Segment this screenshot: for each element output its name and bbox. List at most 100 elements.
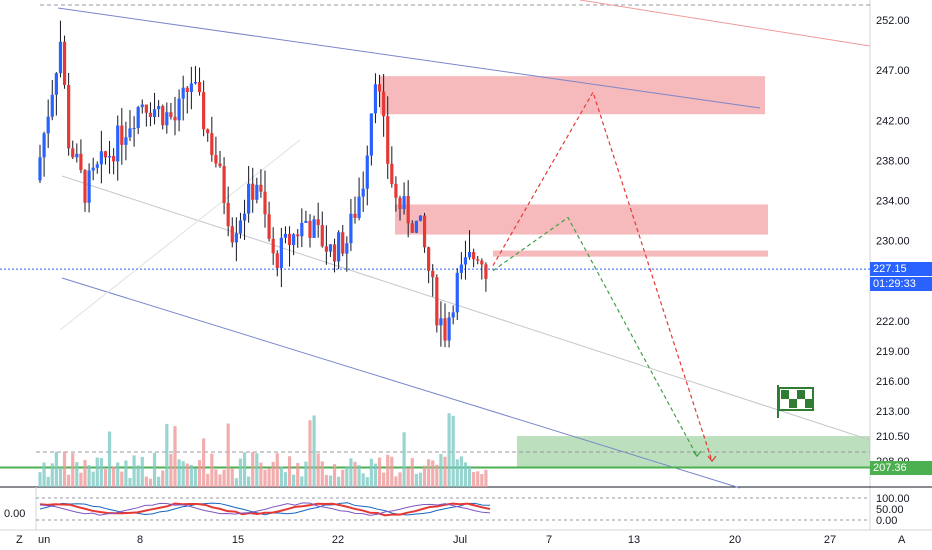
volume-bar: [422, 465, 427, 487]
osc-tick-label: 100.00: [876, 493, 910, 505]
candle-body: [316, 219, 320, 226]
volume-bar: [320, 461, 324, 487]
price-tick-label: 213.00: [876, 406, 910, 418]
candle-body: [222, 166, 226, 203]
osc-tick-label: 50.00: [876, 504, 904, 516]
candle-body: [79, 153, 83, 171]
volume-bar: [124, 460, 128, 487]
volume-bar: [455, 459, 459, 487]
volume-bar: [296, 463, 300, 487]
volume-bar: [214, 469, 218, 487]
volume-bar: [189, 464, 193, 487]
volume-bar: [128, 477, 132, 487]
candle-body: [337, 232, 341, 262]
volume-bar: [107, 431, 112, 487]
candle-body: [394, 183, 398, 198]
corner-label-right: A: [898, 534, 906, 546]
volume-bar: [328, 475, 333, 487]
candle-body: [140, 104, 144, 108]
candle-body: [83, 170, 87, 203]
volume-bar: [279, 466, 283, 487]
volume-bar: [259, 462, 263, 487]
volume-bar: [152, 452, 157, 487]
volume-bar: [157, 476, 161, 487]
volume-bar: [79, 472, 83, 487]
candle-body: [443, 318, 447, 341]
candle-body: [161, 106, 165, 126]
volume-bar: [238, 458, 243, 487]
candle-body: [120, 125, 124, 145]
candle-body: [328, 244, 333, 252]
volume-bar: [443, 456, 447, 487]
candle-body: [173, 116, 177, 121]
candle-body: [214, 155, 218, 164]
price-tick-label: 230.00: [876, 236, 910, 248]
candle-body: [144, 104, 148, 113]
candle-body: [406, 196, 410, 224]
volume-bar: [210, 453, 214, 487]
candle-body: [185, 87, 189, 92]
candle-body: [377, 84, 382, 92]
candle-body: [365, 155, 369, 189]
projection-arrow: [707, 455, 717, 463]
volume-bar: [431, 460, 435, 487]
volume-bar: [58, 467, 63, 487]
volume-bar: [136, 465, 140, 487]
volume-bar: [177, 459, 181, 487]
candle-body: [75, 153, 79, 158]
candle-body: [165, 112, 169, 126]
candle-body: [324, 246, 328, 252]
volume-bar: [373, 463, 378, 487]
volume-bar: [226, 423, 230, 487]
volume-bar: [140, 456, 144, 487]
volume-bar: [230, 468, 234, 487]
candle-body: [177, 98, 181, 121]
volume-bar: [467, 465, 472, 487]
volume-bar: [112, 466, 116, 487]
volume-bar: [292, 474, 296, 487]
volume-bar: [337, 476, 341, 487]
projection-path: [492, 90, 713, 462]
volume-bar: [369, 458, 373, 487]
candle-body: [263, 191, 267, 215]
channel-mid-line: [61, 175, 871, 441]
flag-check: [781, 390, 789, 399]
candle-body: [226, 202, 230, 227]
volume-bar: [234, 478, 238, 487]
volume-bar: [62, 451, 67, 487]
candle-body: [459, 264, 463, 273]
candle-body: [259, 184, 263, 192]
current-price-tag: 227.15: [870, 262, 932, 277]
price-tick-label: 219.00: [876, 346, 910, 358]
candle-body: [132, 127, 136, 129]
candle-body: [447, 317, 451, 341]
volume-bar: [75, 462, 79, 487]
volume-bar: [316, 453, 320, 487]
fib-line: [59, 139, 301, 331]
volume-bar: [87, 465, 91, 487]
volume-bar: [304, 461, 308, 487]
candles-group: [38, 20, 488, 487]
volume-bar: [459, 456, 463, 487]
oscillator-line: [39, 502, 491, 516]
candle-body: [484, 264, 488, 279]
volume-bar: [132, 455, 136, 487]
flag-check: [789, 399, 797, 408]
candle-body: [152, 109, 157, 117]
candle-body: [414, 220, 418, 233]
volume-bar: [120, 471, 124, 487]
candle-body: [275, 253, 279, 269]
candle-body: [369, 113, 373, 156]
corner-label-left: Z: [16, 534, 23, 546]
candle-body: [181, 87, 185, 99]
volume-bar: [332, 464, 337, 487]
candle-body: [271, 238, 275, 254]
price-tick-label: 210.50: [876, 431, 910, 443]
candle-body: [247, 183, 251, 214]
candle-body: [148, 112, 153, 117]
volume-bar: [99, 458, 103, 487]
time-tick-label: 15: [232, 534, 244, 546]
volume-bar: [185, 463, 189, 487]
candle-body: [451, 312, 455, 318]
